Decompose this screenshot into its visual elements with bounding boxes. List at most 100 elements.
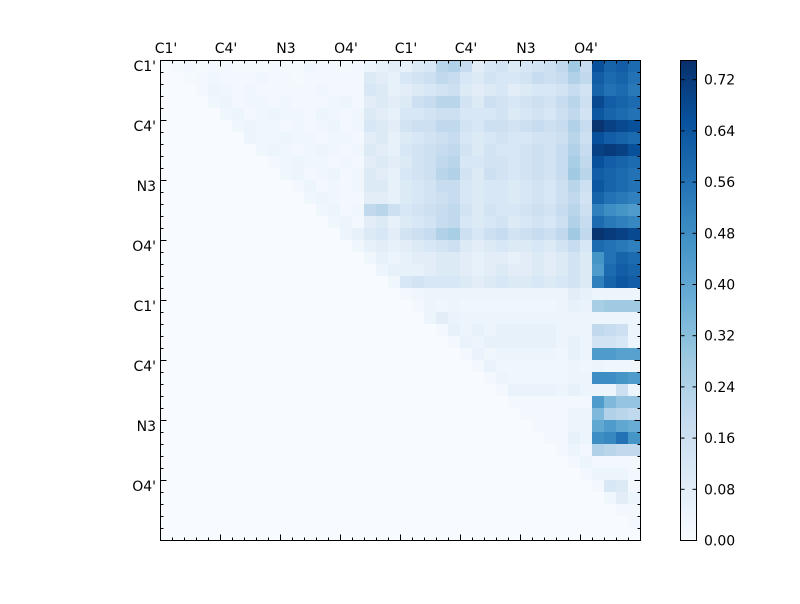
heatmap-cell <box>628 72 641 85</box>
heatmap-cell <box>496 264 509 277</box>
heatmap-cell <box>544 60 557 73</box>
heatmap-cell <box>580 396 593 409</box>
heatmap-cell <box>172 360 185 373</box>
heatmap-cell <box>508 300 521 313</box>
heatmap-cell <box>184 312 197 325</box>
heatmap-cell <box>604 252 617 265</box>
heatmap-cell <box>472 288 485 301</box>
heatmap-cell <box>304 72 317 85</box>
heatmap-cell <box>604 516 617 529</box>
heatmap-cell <box>532 336 545 349</box>
heatmap-cell <box>484 120 497 133</box>
heatmap-cell <box>220 204 233 217</box>
heatmap-cell <box>424 528 437 541</box>
heatmap-cell <box>244 216 257 229</box>
heatmap-cell <box>160 348 173 361</box>
heatmap-cell <box>328 528 341 541</box>
heatmap-cell <box>244 168 257 181</box>
heatmap-cell <box>568 288 581 301</box>
heatmap-cell <box>340 240 353 253</box>
heatmap-cell <box>196 372 209 385</box>
heatmap-cell <box>520 408 533 421</box>
heatmap-cell <box>568 96 581 109</box>
heatmap-cell <box>400 264 413 277</box>
heatmap-cell <box>256 480 269 493</box>
heatmap-cell <box>208 156 221 169</box>
heatmap-cell <box>292 372 305 385</box>
heatmap-cell <box>484 84 497 97</box>
heatmap-cell <box>364 132 377 145</box>
heatmap-cell <box>520 216 533 229</box>
heatmap-cell <box>316 168 329 181</box>
heatmap-cell <box>460 468 473 481</box>
heatmap-cell <box>604 60 617 73</box>
heatmap-cell <box>628 468 641 481</box>
heatmap-cell <box>376 456 389 469</box>
heatmap-cell <box>616 60 629 73</box>
heatmap-cell <box>400 396 413 409</box>
heatmap-cell <box>520 468 533 481</box>
heatmap-cell <box>328 396 341 409</box>
heatmap-cell <box>196 144 209 157</box>
heatmap-cell <box>436 180 449 193</box>
heatmap-cell <box>400 108 413 121</box>
heatmap-cell <box>604 132 617 145</box>
heatmap-cell <box>544 288 557 301</box>
heatmap-cell <box>304 192 317 205</box>
heatmap-cell <box>364 192 377 205</box>
heatmap-cell <box>172 444 185 457</box>
heatmap-cell <box>448 444 461 457</box>
heatmap-cell <box>292 60 305 73</box>
heatmap-cell <box>448 240 461 253</box>
heatmap-cell <box>604 216 617 229</box>
heatmap-cell <box>304 456 317 469</box>
heatmap-cell <box>496 108 509 121</box>
heatmap-cell <box>508 168 521 181</box>
heatmap-cell <box>436 288 449 301</box>
heatmap-cell <box>340 276 353 289</box>
heatmap-cell <box>220 324 233 337</box>
heatmap-cell <box>568 156 581 169</box>
heatmap-cell <box>280 396 293 409</box>
heatmap-cell <box>280 372 293 385</box>
heatmap-cell <box>556 204 569 217</box>
heatmap-cell <box>388 168 401 181</box>
heatmap-cell <box>388 204 401 217</box>
heatmap-cell <box>388 504 401 517</box>
heatmap-cell <box>280 456 293 469</box>
heatmap-cell <box>508 480 521 493</box>
heatmap-cell <box>208 252 221 265</box>
heatmap-cell <box>316 288 329 301</box>
heatmap-cell <box>184 516 197 529</box>
heatmap-cell <box>592 96 605 109</box>
heatmap-cell <box>196 108 209 121</box>
heatmap-cell <box>292 120 305 133</box>
heatmap-cell <box>352 84 365 97</box>
heatmap-cell <box>376 156 389 169</box>
heatmap-cell <box>340 132 353 145</box>
heatmap-cell <box>424 156 437 169</box>
heatmap-cell <box>484 420 497 433</box>
heatmap-cell <box>256 252 269 265</box>
heatmap-cell <box>364 144 377 157</box>
heatmap-cell <box>472 108 485 121</box>
heatmap-cell <box>196 156 209 169</box>
heatmap-cell <box>196 216 209 229</box>
heatmap-cell <box>232 420 245 433</box>
heatmap-cell <box>328 456 341 469</box>
heatmap-cell <box>328 432 341 445</box>
heatmap-cell <box>532 204 545 217</box>
heatmap-cell <box>388 408 401 421</box>
heatmap-cell <box>184 240 197 253</box>
heatmap-cell <box>364 516 377 529</box>
heatmap-cell <box>208 168 221 181</box>
heatmap-cell <box>376 60 389 73</box>
heatmap-cell <box>568 504 581 517</box>
heatmap-cell <box>412 84 425 97</box>
heatmap-cell <box>220 168 233 181</box>
heatmap-cell <box>568 192 581 205</box>
heatmap-cell <box>496 384 509 397</box>
heatmap-cell <box>196 516 209 529</box>
heatmap-cell <box>280 84 293 97</box>
heatmap-cell <box>628 204 641 217</box>
